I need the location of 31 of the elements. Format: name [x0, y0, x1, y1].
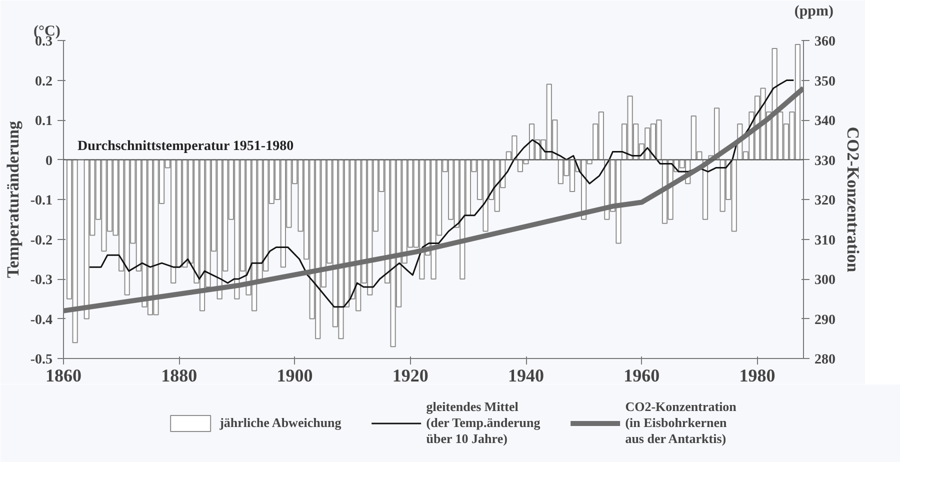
y2-tick-label: 300	[814, 273, 836, 288]
y-tick-label: -0.1	[30, 194, 53, 208]
y-tick-label: 0.1	[35, 114, 52, 129]
y2-tick-label: 350	[814, 74, 836, 90]
x-tick-label: 1880	[161, 366, 198, 386]
y-axis-title: Temperaturänderung	[3, 120, 22, 278]
x-tick-label: 1980	[739, 366, 776, 386]
y2-tick-label: 320	[814, 194, 836, 208]
y-tick-label: 0.2	[35, 74, 52, 90]
legend-label: jährliche Abweichung	[220, 415, 342, 431]
y2-tick-label: 310	[814, 233, 836, 248]
y2-tick-label: 360	[814, 34, 836, 50]
y2-tick-label: 340	[814, 114, 836, 129]
y-tick-label: -0.4	[30, 312, 53, 328]
x-tick-label: 1940	[508, 366, 544, 386]
y2-tick-label: 280	[814, 352, 836, 368]
y2-axis-title: CO2-Konzentration	[844, 126, 862, 273]
ref-line-label: Durchschnittstemperatur 1951-1980	[78, 138, 294, 154]
legend-label: gleitendes Mittel (der Temp.änderung über 10 Jahre)	[426, 399, 540, 447]
y-tick-label: -0.5	[30, 352, 53, 368]
x-tick-label: 1900	[276, 366, 313, 386]
x-tick-label: 1920	[392, 366, 428, 386]
text: (ppm)	[794, 4, 834, 20]
x-tick-label: 1960	[624, 366, 660, 386]
legend-label: CO2-Konzentration (in Eisbohrkernen aus der Antarktis)	[625, 399, 736, 447]
y2-tick-label: 330	[814, 154, 836, 169]
y2-tick-label: 290	[814, 312, 836, 328]
y-tick-label: 0	[46, 154, 52, 169]
x-tick-label: 1860	[46, 366, 82, 386]
y-tick-label: -0.3	[30, 273, 53, 288]
y-tick-label: -0.2	[30, 233, 53, 248]
